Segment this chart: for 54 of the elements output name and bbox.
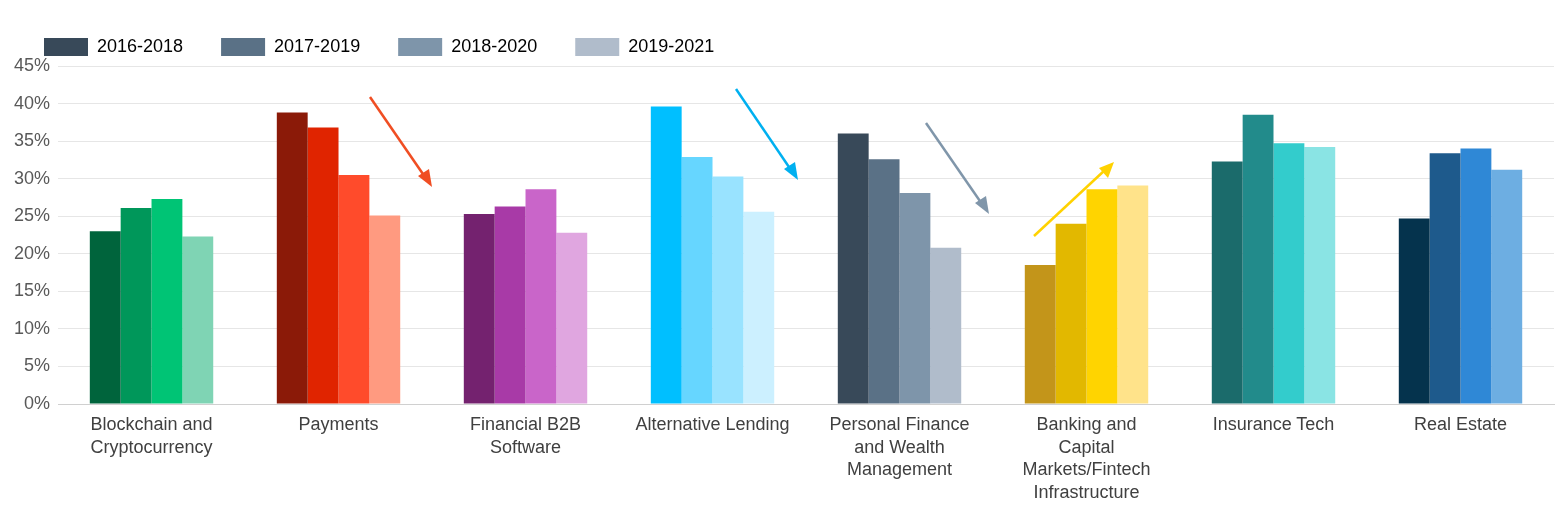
bar [712,176,744,404]
bar [650,106,682,404]
x-tick-label: Payments [298,414,379,435]
bar [1086,189,1118,404]
bar [1211,161,1243,404]
bar [1429,153,1461,404]
y-tick-label: 25% [14,205,51,226]
legend-label: 2016-2018 [97,35,184,56]
x-tick-label: Real Estate [1413,414,1508,435]
legend-label: 2019-2021 [628,35,715,56]
bar [930,247,962,404]
y-tick-label: 20% [14,242,51,263]
bar [556,232,588,404]
bar [276,112,308,404]
bar [1460,148,1492,404]
bar [151,198,183,404]
bar [338,174,370,404]
x-tick-label: Alternative Lending [635,414,790,435]
legend-label: 2017-2019 [274,35,361,56]
x-tick-label: Insurance Tech [1212,414,1335,435]
bar [182,236,214,404]
x-tick-label: Banking and Capital Markets/Fintech Infrastructure [1022,414,1151,502]
bar [1491,169,1523,404]
bar [1055,223,1087,404]
y-tick-label: 30% [14,167,51,188]
bar [494,206,526,404]
bar [1242,114,1274,404]
bar [525,189,557,404]
bar [463,213,495,404]
bar [1398,218,1430,404]
y-tick-label: 45% [14,54,51,75]
bar [307,127,339,404]
x-tick-label: Personal Finance and Wealth Management [829,414,970,480]
y-tick-label: 35% [14,130,51,151]
legend-label: 2018-2020 [451,35,538,56]
bar [1304,147,1336,404]
x-tick-label: Financial B2B Software [469,414,582,457]
x-tick-label: Blockchain and Cryptocurrency [90,414,213,457]
y-tick-label: 5% [24,355,51,376]
y-tick-label: 40% [14,92,51,113]
bar [89,231,121,404]
bar [1273,143,1305,404]
y-tick-label: 10% [14,317,51,338]
bar [899,192,931,404]
y-tick-label: 0% [24,392,51,413]
y-tick-label: 15% [14,280,51,301]
bar [369,215,401,404]
bar [837,133,869,404]
bar [1024,265,1056,404]
bar [120,207,152,404]
bar [1117,185,1149,404]
bar [681,156,713,404]
bar [743,211,775,404]
bar [868,159,900,404]
